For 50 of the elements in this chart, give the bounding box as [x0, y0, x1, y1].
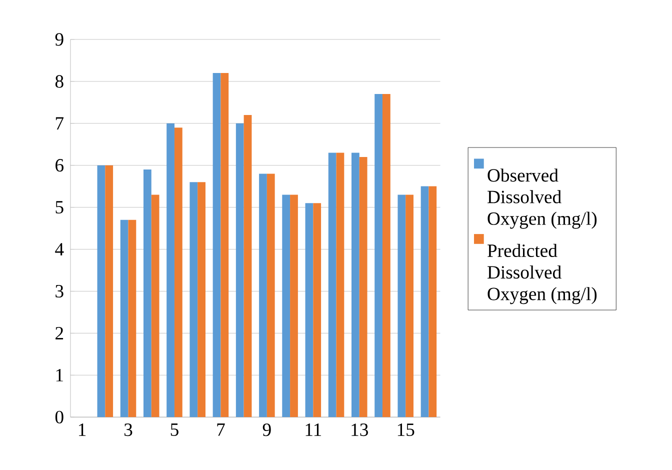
- bar: [97, 165, 106, 417]
- bar: [120, 220, 128, 417]
- bar: [313, 202, 322, 417]
- x-tick-label: 9: [262, 423, 271, 436]
- bar: [351, 152, 360, 417]
- bar: [290, 194, 298, 417]
- bar: [428, 186, 437, 417]
- bar: [282, 194, 290, 417]
- bar: [420, 186, 429, 417]
- bar: [305, 202, 314, 417]
- bar: [328, 152, 336, 417]
- y-tick-label: 7: [56, 117, 64, 130]
- bar: [359, 156, 368, 417]
- bar: [236, 123, 244, 417]
- x-tick-label: 3: [124, 423, 132, 436]
- bar: [336, 152, 344, 417]
- bar: [406, 194, 414, 417]
- bar: [128, 220, 136, 417]
- bar: [212, 72, 221, 417]
- x-tick-label: 1: [79, 423, 86, 436]
- bar: [374, 94, 382, 417]
- x-tick-label: 5: [170, 423, 178, 436]
- y-tick-label: 3: [56, 284, 64, 298]
- legend-label: Predicted Dissolved Oxygen (mg/l): [488, 244, 597, 304]
- bar: [151, 194, 160, 417]
- bar: [166, 123, 174, 417]
- bar: [398, 194, 406, 417]
- y-tick-label: 2: [56, 326, 64, 340]
- bar: [220, 72, 229, 417]
- legend-label: Observed Dissolved Oxygen (mg/l): [488, 168, 597, 229]
- y-tick-label: 0: [55, 410, 64, 424]
- bar: [198, 182, 206, 417]
- x-tick-label: 15: [398, 423, 414, 436]
- y-tick-label: 5: [56, 200, 64, 214]
- x-tick-label: 13: [352, 423, 368, 436]
- bar: [143, 169, 152, 417]
- y-tick-label: 6: [56, 158, 64, 172]
- bar: [174, 127, 182, 417]
- y-tick-label: 4: [55, 242, 64, 256]
- bar: [105, 165, 114, 417]
- bar: [190, 182, 198, 417]
- x-tick-label: 7: [217, 423, 225, 436]
- y-tick-label: 9: [55, 33, 64, 46]
- y-tick-label: 8: [55, 74, 64, 88]
- bar: [244, 114, 252, 417]
- x-tick-label: 11: [306, 423, 322, 436]
- y-tick-label: 1: [56, 368, 63, 382]
- bar: [259, 174, 267, 417]
- bar: [382, 94, 390, 417]
- bar: [266, 174, 275, 417]
